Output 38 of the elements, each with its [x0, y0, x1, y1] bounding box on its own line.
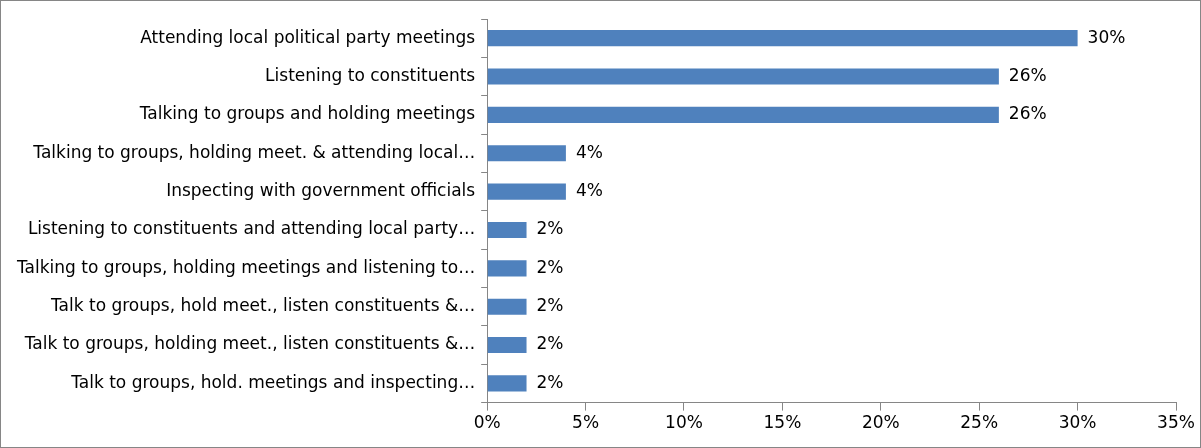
- bar: [487, 260, 527, 277]
- y-tick-label: Talking to groups and holding meetings: [138, 103, 476, 124]
- bar: [487, 68, 999, 85]
- data-label: 26%: [1008, 103, 1047, 124]
- x-tick-label: 25%: [960, 412, 999, 433]
- y-tick-label: Inspecting with government officials: [166, 180, 476, 201]
- bar: [487, 375, 527, 392]
- x-tick-label: 15%: [763, 412, 802, 433]
- y-tick-label: Listening to constituents: [265, 64, 476, 85]
- data-label: 4%: [575, 180, 603, 201]
- x-tick-label: 30%: [1058, 412, 1097, 433]
- y-tick-label: Talk to groups, hold meet., listen constituents &…: [50, 295, 476, 316]
- bar: [487, 145, 566, 162]
- data-label: 2%: [536, 295, 564, 316]
- x-tick-label: 0%: [473, 412, 501, 433]
- bar: [487, 221, 527, 239]
- x-tick-label: 10%: [665, 412, 703, 433]
- y-tick-label: Attending local political party meetings: [140, 26, 476, 47]
- data-label: 2%: [536, 256, 564, 277]
- y-tick-label: Talking to groups, holding meet. & attending local…: [32, 141, 476, 162]
- data-label: 2%: [536, 371, 564, 392]
- bar: [487, 337, 527, 354]
- bar: [487, 106, 999, 123]
- data-label: 4%: [575, 141, 603, 162]
- data-label: 2%: [536, 218, 564, 239]
- x-tick-label: 35%: [1157, 412, 1195, 433]
- bar: [487, 30, 1078, 47]
- bar: [487, 298, 527, 315]
- x-tick-label: 5%: [572, 412, 600, 433]
- bar: [487, 183, 566, 200]
- data-label: 2%: [536, 333, 564, 354]
- y-tick-label: Listening to constituents and attending local party…: [27, 218, 476, 239]
- y-tick-label: Talk to groups, holding meet., listen constituents &…: [23, 333, 476, 354]
- data-label: 30%: [1087, 26, 1126, 47]
- data-label: 26%: [1008, 64, 1047, 85]
- x-tick-label: 20%: [861, 412, 900, 433]
- y-tick-label: Talk to groups, hold. meetings and inspecting…: [70, 371, 476, 392]
- y-tick-label: Talking to groups, holding meetings and listening to…: [15, 256, 476, 277]
